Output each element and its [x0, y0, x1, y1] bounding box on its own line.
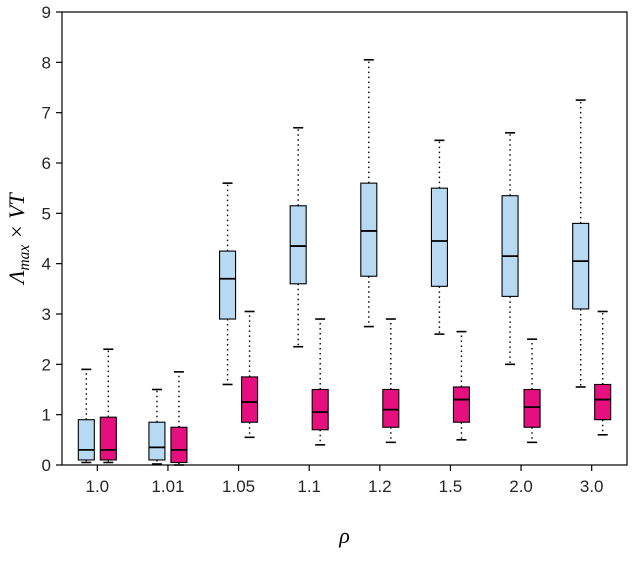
y-tick-label: 3 — [42, 305, 51, 324]
x-tick-label: 1.01 — [151, 477, 184, 496]
box-blue — [572, 222, 590, 310]
x-axis-label: ρ — [338, 523, 350, 548]
y-tick-label: 9 — [42, 3, 51, 22]
box-magenta — [170, 426, 188, 464]
box-magenta — [523, 388, 541, 428]
box-magenta — [99, 416, 117, 461]
y-tick-label: 1 — [42, 406, 51, 425]
plot-frame — [61, 11, 628, 466]
x-tick-label: 2.0 — [509, 477, 533, 496]
box-blue — [219, 250, 237, 320]
box-magenta — [241, 376, 259, 423]
x-tick-label: 1.5 — [439, 477, 463, 496]
y-tick-label: 2 — [42, 355, 51, 374]
y-axis-label: Λmax × VT — [4, 192, 33, 286]
box-blue — [289, 205, 307, 285]
box-blue — [77, 419, 95, 461]
y-tick-label: 7 — [42, 104, 51, 123]
x-tick-label: 1.0 — [85, 477, 109, 496]
y-tick-label: 4 — [42, 255, 51, 274]
box-blue — [430, 187, 448, 287]
y-tick-label: 8 — [42, 53, 51, 72]
box-magenta — [594, 383, 612, 421]
x-tick-label: 1.1 — [297, 477, 321, 496]
y-tick-label: 5 — [42, 204, 51, 223]
box-blue — [148, 421, 166, 461]
box-magenta — [311, 388, 329, 431]
box-blue — [501, 195, 519, 297]
x-tick-label: 1.05 — [222, 477, 255, 496]
box-magenta — [452, 386, 470, 423]
box-blue — [360, 182, 378, 277]
y-tick-label: 6 — [42, 154, 51, 173]
box-magenta — [382, 388, 400, 428]
x-tick-label: 1.2 — [368, 477, 392, 496]
y-tick-label: 0 — [42, 456, 51, 475]
x-tick-label: 3.0 — [580, 477, 604, 496]
